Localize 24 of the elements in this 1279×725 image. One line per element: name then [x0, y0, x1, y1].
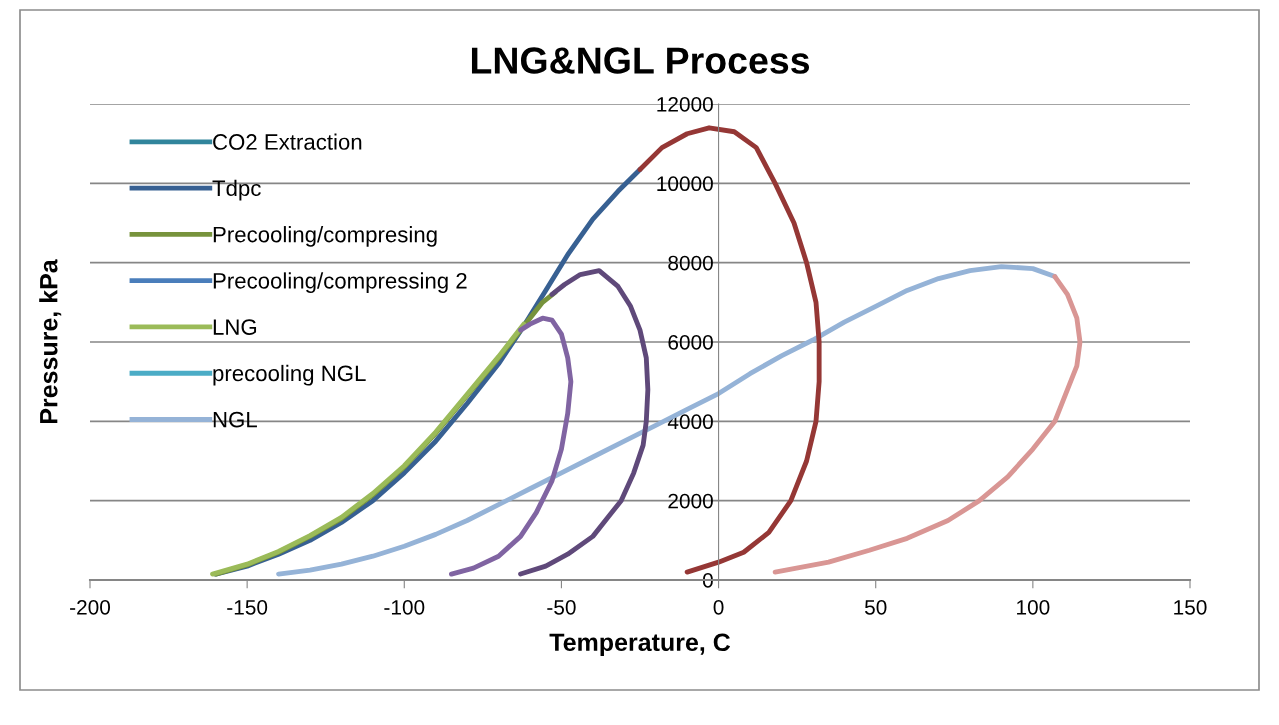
- x-tick-label: -50: [547, 599, 576, 615]
- x-tick-label: 50: [864, 599, 887, 615]
- chart-title: LNG&NGL Process: [471, 47, 810, 74]
- x-tick-label: 100: [1017, 599, 1050, 615]
- legend-label: CO2 Extraction: [213, 133, 362, 150]
- x-tick-label: 150: [1174, 599, 1207, 615]
- legend-label: NGL: [213, 411, 257, 428]
- y-tick-label: 6000: [668, 335, 713, 350]
- y-tick-label: 2000: [668, 493, 713, 509]
- legend-label: LNG: [213, 319, 257, 335]
- x-axis-title: Temperature, C: [549, 633, 731, 657]
- y-tick-label: 10000: [657, 176, 713, 192]
- legend-label: Precooling/compressing 2: [213, 272, 467, 294]
- y-axis-title: Pressure, kPa: [39, 259, 62, 424]
- y-tick-label: 4000: [667, 414, 713, 430]
- legend-label: Tdpc: [212, 179, 261, 201]
- x-tick-label: -150: [227, 599, 268, 615]
- legend-label: precooling NGL: [213, 364, 366, 386]
- x-tick-label: -100: [384, 599, 425, 615]
- x-tick-label: 0: [713, 599, 724, 615]
- y-tick-label: 8000: [668, 255, 713, 271]
- legend-label: Precooling/compresing: [213, 226, 437, 247]
- x-tick-label: -200: [70, 599, 111, 615]
- y-tick-label: 12000: [657, 97, 713, 112]
